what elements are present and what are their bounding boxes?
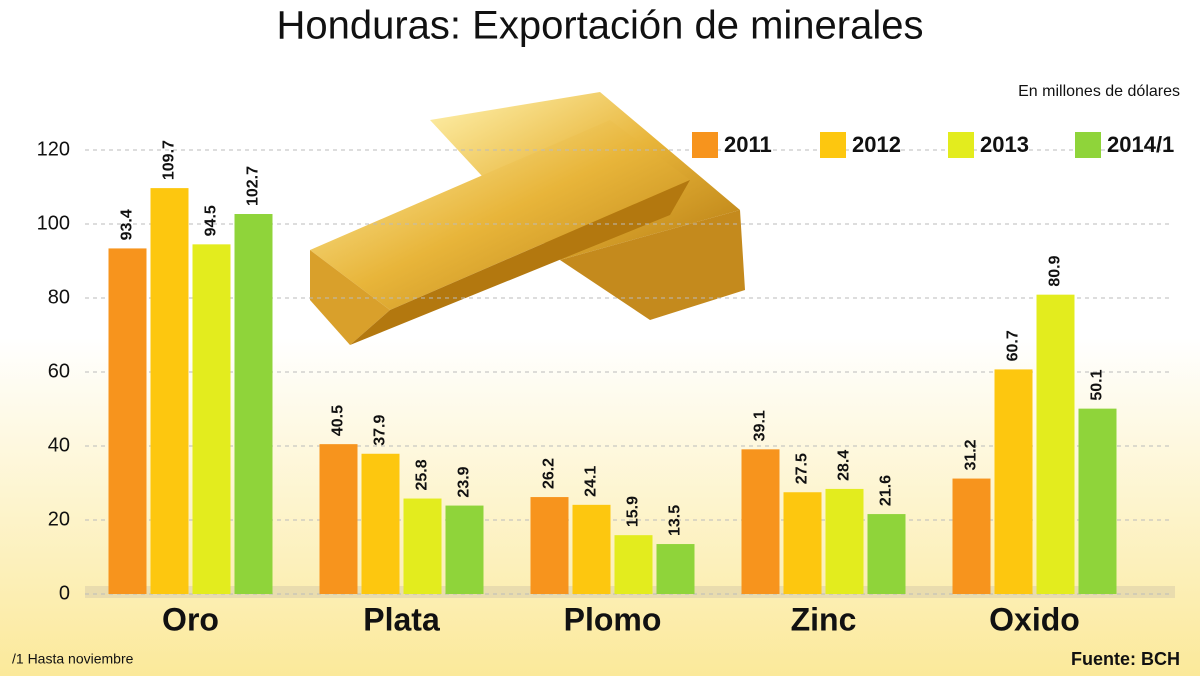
bar (572, 504, 611, 594)
bar (656, 544, 695, 594)
y-tick-label: 40 (48, 434, 70, 456)
value-label: 102.7 (245, 166, 262, 206)
bar (867, 514, 906, 594)
gold-bars-illustration (310, 92, 745, 345)
chart-title: Honduras: Exportación de minerales (276, 4, 923, 48)
value-label: 31.2 (963, 439, 980, 470)
value-label: 13.5 (667, 505, 684, 536)
bar (1036, 294, 1075, 594)
bar (1078, 408, 1117, 594)
value-label: 24.1 (583, 466, 600, 497)
bar (150, 188, 189, 595)
value-label: 50.1 (1089, 369, 1106, 400)
x-tick-label: Plata (363, 601, 440, 637)
x-tick-label: Oro (162, 601, 219, 637)
y-tick-label: 80 (48, 286, 70, 308)
bar (994, 369, 1033, 594)
bar (741, 449, 780, 594)
bar (319, 444, 358, 594)
bar (192, 244, 231, 594)
y-tick-label: 20 (48, 508, 70, 530)
value-label: 37.9 (372, 415, 389, 446)
bar (108, 248, 147, 595)
bar (825, 488, 864, 594)
value-label: 60.7 (1005, 330, 1022, 361)
value-label: 28.4 (836, 450, 853, 481)
bar (783, 492, 822, 594)
value-label: 80.9 (1047, 255, 1064, 286)
bar (530, 497, 569, 594)
bar (445, 505, 484, 594)
legend-label: 2011 (724, 132, 772, 157)
y-tick-label: 60 (48, 360, 70, 382)
legend-swatch (948, 132, 974, 158)
value-label: 23.9 (456, 466, 473, 497)
bar (361, 453, 400, 594)
y-tick-label: 0 (59, 582, 70, 604)
y-tick-label: 100 (37, 212, 70, 234)
source: Fuente: BCH (1071, 649, 1180, 669)
legend-swatch (692, 132, 718, 158)
legend-swatch (1075, 132, 1101, 158)
value-label: 25.8 (414, 459, 431, 490)
value-label: 40.5 (330, 405, 347, 436)
value-label: 27.5 (794, 453, 811, 484)
x-tick-label: Zinc (791, 601, 857, 637)
x-tick-label: Plomo (564, 601, 662, 637)
legend-label: 2013 (980, 132, 1029, 157)
subtitle: En millones de dólares (1018, 83, 1180, 100)
bar (614, 535, 653, 594)
legend-label: 2014/1 (1107, 132, 1174, 157)
legend-label: 2012 (852, 132, 901, 157)
bar (952, 478, 991, 594)
footnote: /1 Hasta noviembre (12, 651, 134, 667)
y-tick-label: 120 (37, 138, 70, 160)
bar (234, 214, 273, 594)
value-label: 15.9 (625, 496, 642, 527)
value-label: 94.5 (203, 205, 220, 236)
value-label: 109.7 (161, 140, 178, 180)
value-label: 21.6 (878, 475, 895, 506)
value-label: 93.4 (119, 209, 136, 240)
value-label: 39.1 (752, 410, 769, 441)
bar (403, 498, 442, 594)
value-label: 26.2 (541, 458, 558, 489)
legend-swatch (820, 132, 846, 158)
x-tick-label: Oxido (989, 601, 1080, 637)
